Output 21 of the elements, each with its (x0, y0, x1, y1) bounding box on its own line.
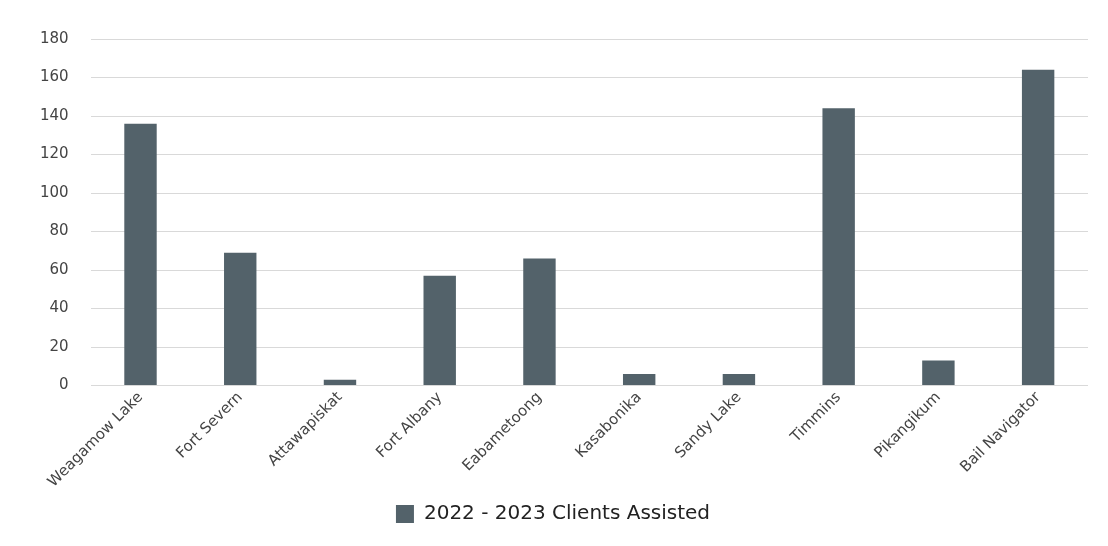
legend-label: 2022 - 2023 Clients Assisted (423, 500, 711, 525)
y-tick-label: 40 (49, 298, 69, 317)
bar (622, 374, 656, 386)
bar (822, 108, 855, 386)
y-tick-label: 120 (39, 144, 69, 163)
bar (323, 379, 357, 386)
y-tick-label: 0 (59, 375, 69, 394)
y-tick-label: 60 (49, 259, 69, 278)
y-tick-label: 140 (39, 105, 69, 124)
bar (523, 258, 556, 386)
y-tick-label: 160 (39, 67, 69, 86)
bar (922, 360, 955, 386)
bar (124, 123, 157, 386)
bar (224, 252, 257, 386)
y-tick-label: 20 (49, 336, 69, 355)
bar (722, 374, 756, 386)
y-tick-label: 80 (49, 221, 69, 240)
y-tick-label: 180 (39, 28, 69, 47)
y-tick-label: 100 (39, 182, 69, 201)
bar (423, 275, 456, 386)
bar (1021, 69, 1055, 386)
